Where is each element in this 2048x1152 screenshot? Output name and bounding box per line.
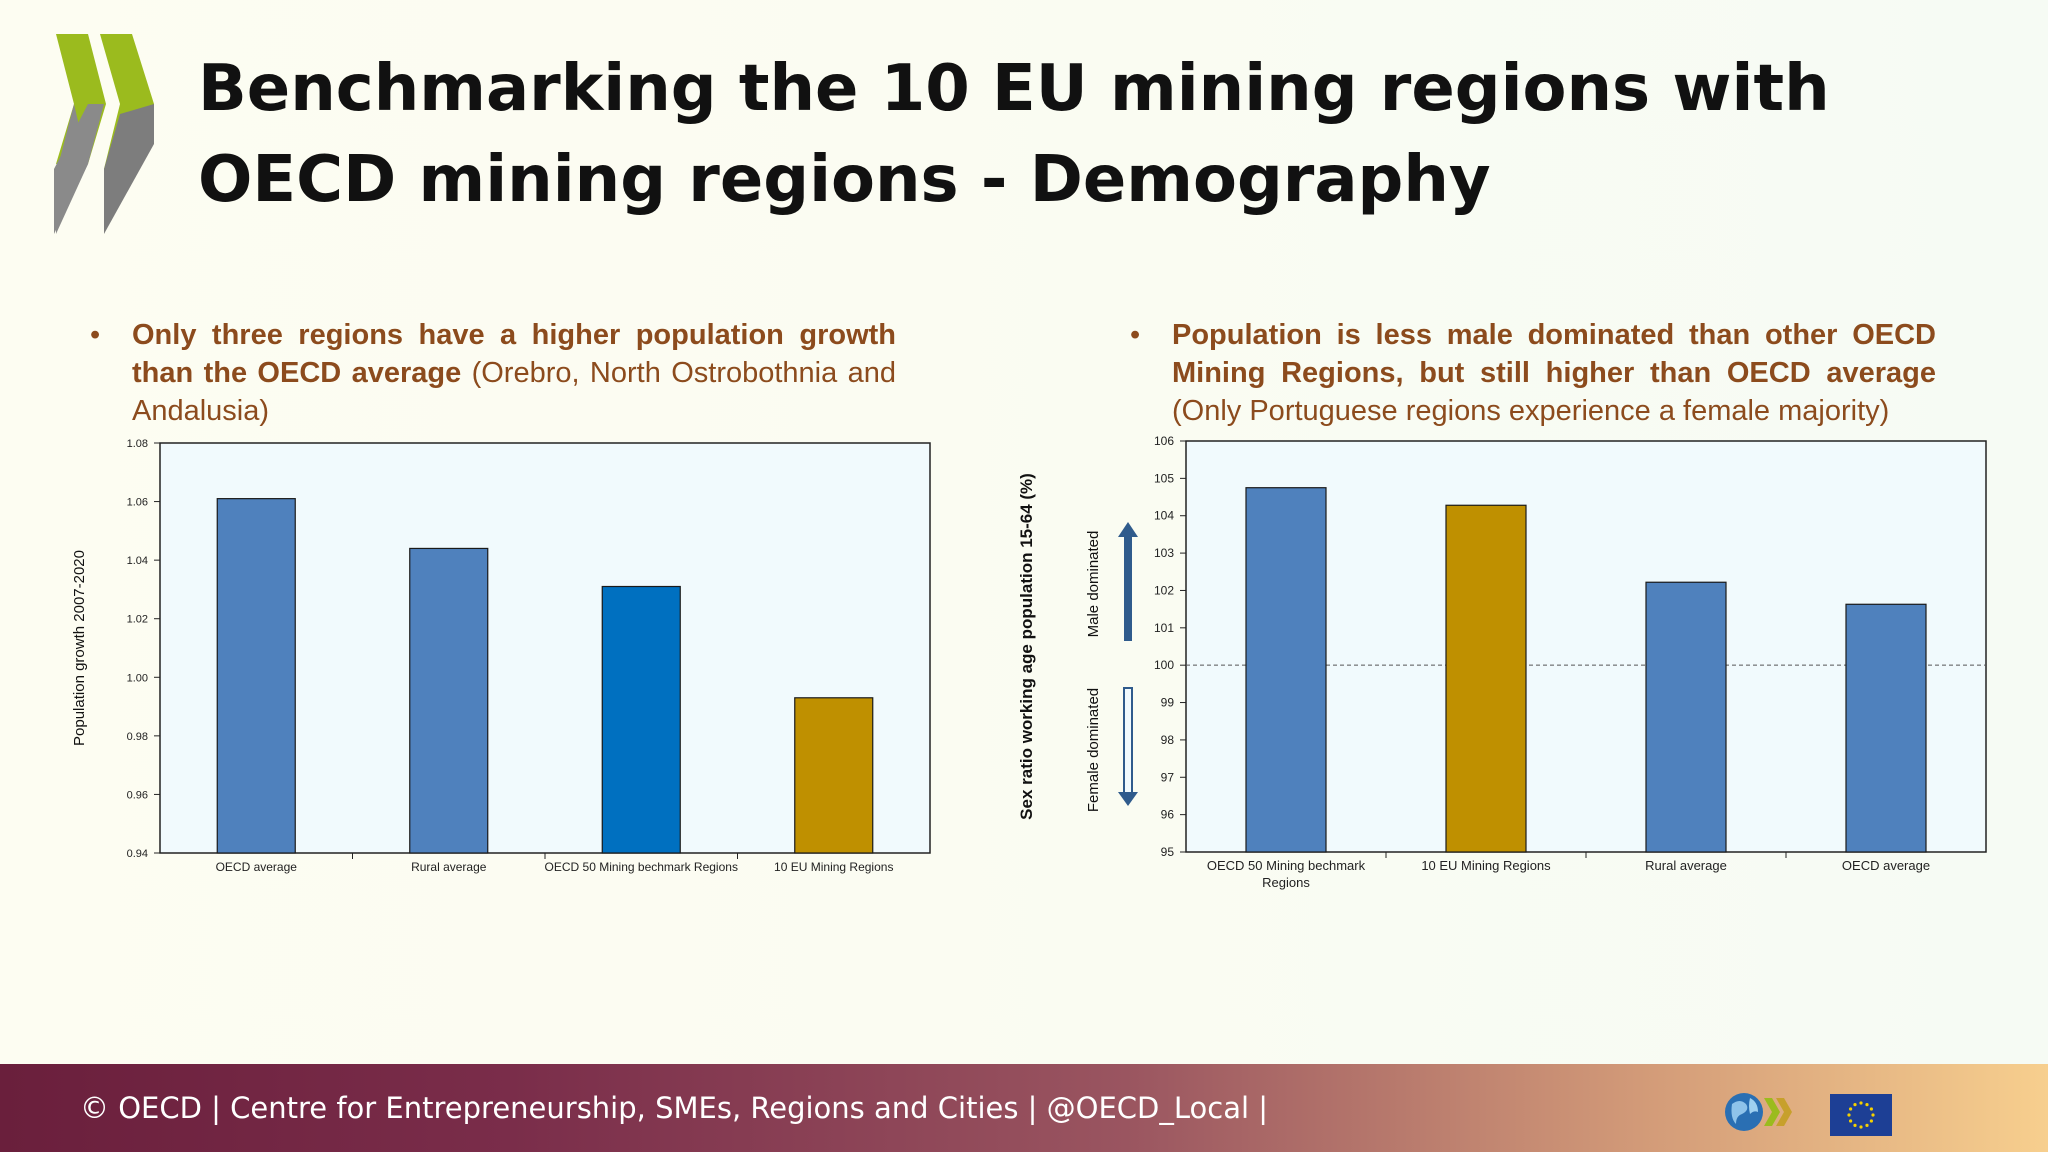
- bar: [794, 697, 874, 854]
- eu-star-icon: [1869, 1119, 1873, 1123]
- eu-star-icon: [1847, 1113, 1851, 1117]
- eu-star-icon: [1865, 1123, 1869, 1127]
- footer-bar: © OECD | Centre for Entrepreneurship, SM…: [0, 1064, 2048, 1152]
- x-tick-label: 10 EU Mining Regions: [774, 860, 893, 874]
- eu-star-icon: [1853, 1123, 1857, 1127]
- bullet-left: • Only three regions have a higher popul…: [90, 316, 896, 430]
- bullet-left-text: Only three regions have a higher populat…: [132, 316, 896, 430]
- eu-star-icon: [1849, 1119, 1853, 1123]
- bullet-dot: •: [90, 319, 101, 351]
- oecd-globe-logo: [1725, 1093, 1792, 1131]
- eu-flag-icon: [1830, 1094, 1892, 1136]
- bullet-right-text: Population is less male dominated than o…: [1172, 316, 1936, 430]
- bullet-left-bold: Only three regions have a higher populat…: [132, 319, 896, 389]
- y-tick-label: 0.98: [127, 731, 148, 743]
- bullet-left-normal: (Orebro, North Ostrobothnia and Andalusi…: [132, 357, 896, 427]
- y-tick-label: 1.06: [127, 497, 148, 509]
- bar: [216, 498, 296, 854]
- footer-text: © OECD | Centre for Entrepreneurship, SM…: [80, 1091, 1269, 1125]
- bullet-right-normal: (Only Portuguese regions experience a fe…: [1172, 395, 1890, 427]
- y-tick-label: 1.02: [127, 614, 148, 626]
- eu-star-icon: [1865, 1103, 1869, 1107]
- y-tick-label: 1.00: [127, 672, 148, 684]
- bar: [601, 585, 681, 854]
- y-axis-label: Population growth 2007-2020: [71, 550, 88, 746]
- y-tick-label: 1.04: [127, 555, 148, 567]
- x-tick-label: Rural average: [411, 860, 487, 874]
- bar: [409, 547, 489, 854]
- eu-star-icon: [1849, 1107, 1853, 1111]
- eu-star-icon: [1871, 1113, 1875, 1117]
- eu-star-icon: [1869, 1107, 1873, 1111]
- x-tick-label: OECD 50 Mining bechmark Regions: [545, 860, 738, 874]
- oecd-chevrons-logo: [54, 34, 154, 234]
- eu-star-icon: [1859, 1125, 1863, 1129]
- bullet-right: • Population is less male dominated than…: [1130, 316, 1936, 430]
- eu-star-icon: [1853, 1103, 1857, 1107]
- bullet-dot: •: [1130, 319, 1141, 351]
- y-tick-label: 1.08: [127, 438, 148, 450]
- x-tick-label: OECD average: [216, 860, 298, 874]
- slide-title: Benchmarking the 10 EU mining regions wi…: [198, 52, 1830, 217]
- y-tick-label: 0.96: [127, 789, 148, 801]
- bullet-right-bold: Population is less male dominated than o…: [1172, 319, 1936, 389]
- eu-star-icon: [1859, 1101, 1863, 1105]
- y-tick-label: 0.94: [127, 848, 148, 860]
